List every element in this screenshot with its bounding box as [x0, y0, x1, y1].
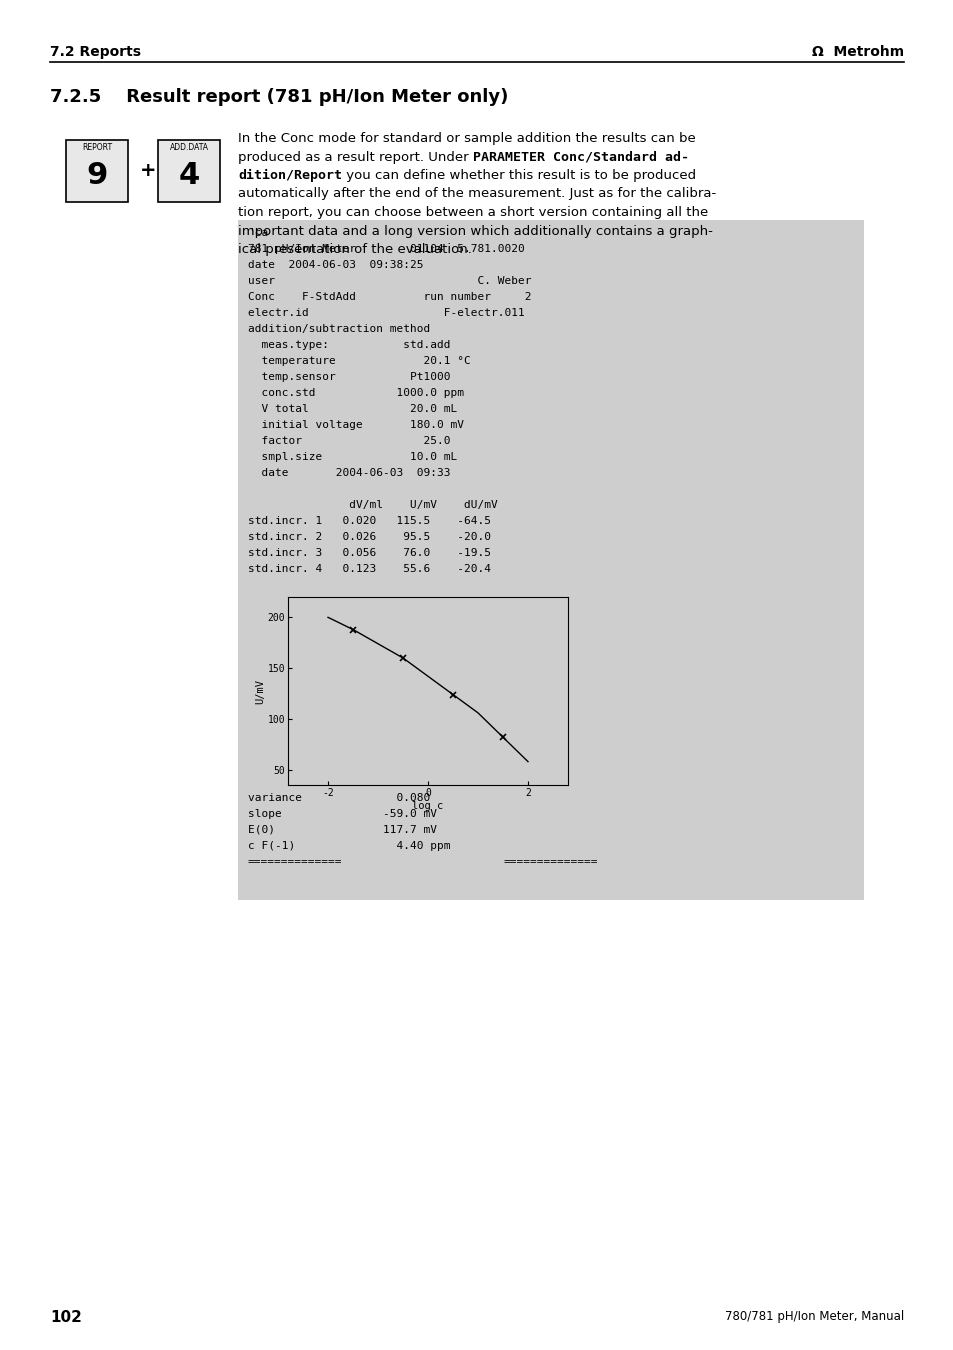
- Text: 780/781 pH/Ion Meter, Manual: 780/781 pH/Ion Meter, Manual: [724, 1310, 903, 1323]
- Text: dV/ml    U/mV    dU/mV: dV/ml U/mV dU/mV: [248, 500, 497, 510]
- Text: REPORT: REPORT: [82, 143, 112, 153]
- Text: ical presentation of the evaluation.: ical presentation of the evaluation.: [237, 243, 472, 256]
- FancyBboxPatch shape: [237, 220, 863, 900]
- Text: 7.2.5    Result report (781 pH/Ion Meter only): 7.2.5 Result report (781 pH/Ion Meter on…: [50, 88, 508, 107]
- Text: Ω  Metrohm: Ω Metrohm: [811, 45, 903, 59]
- Text: ==============: ==============: [503, 857, 598, 867]
- X-axis label: log c: log c: [412, 801, 443, 810]
- Text: temperature             20.1 °C: temperature 20.1 °C: [248, 356, 470, 366]
- Text: automatically after the end of the measurement. Just as for the calibra-: automatically after the end of the measu…: [237, 188, 716, 201]
- Y-axis label: U/mV: U/mV: [254, 679, 265, 703]
- Text: In the Conc mode for standard or sample addition the results can be: In the Conc mode for standard or sample …: [237, 132, 695, 144]
- Text: ADD.DATA: ADD.DATA: [170, 143, 209, 153]
- Text: PARAMETER Conc/Standard ad-: PARAMETER Conc/Standard ad-: [473, 150, 688, 163]
- Text: 4: 4: [178, 161, 199, 189]
- Text: std.incr. 2   0.026    95.5    -20.0: std.incr. 2 0.026 95.5 -20.0: [248, 532, 491, 541]
- Text: std.incr. 4   0.123    55.6    -20.4: std.incr. 4 0.123 55.6 -20.4: [248, 564, 491, 574]
- Text: 7.2 Reports: 7.2 Reports: [50, 45, 141, 59]
- Text: date       2004-06-03  09:33: date 2004-06-03 09:33: [248, 468, 450, 478]
- Text: conc.std            1000.0 ppm: conc.std 1000.0 ppm: [248, 387, 463, 398]
- Text: std.incr. 1   0.020   115.5    -64.5: std.incr. 1 0.020 115.5 -64.5: [248, 516, 491, 526]
- Text: addition/subtraction method: addition/subtraction method: [248, 324, 430, 333]
- Text: ==============: ==============: [248, 857, 342, 867]
- Text: important data and a long version which additionally contains a graph-: important data and a long version which …: [237, 224, 712, 238]
- Text: date  2004-06-03  09:38:25: date 2004-06-03 09:38:25: [248, 261, 423, 270]
- Text: tion report, you can choose between a short version containing all the: tion report, you can choose between a sh…: [237, 207, 707, 219]
- Text: initial voltage       180.0 mV: initial voltage 180.0 mV: [248, 420, 463, 431]
- Text: 781 pH/Ion Meter        01104  5.781.0020: 781 pH/Ion Meter 01104 5.781.0020: [248, 244, 524, 254]
- Text: produced as a result report. Under: produced as a result report. Under: [237, 150, 473, 163]
- Text: meas.type:           std.add: meas.type: std.add: [248, 340, 450, 350]
- Text: variance              0.080: variance 0.080: [248, 792, 430, 803]
- Text: E(0)                117.7 mV: E(0) 117.7 mV: [248, 825, 436, 836]
- Text: 102: 102: [50, 1310, 82, 1324]
- Text: user                              C. Weber: user C. Weber: [248, 275, 531, 286]
- Text: 9: 9: [86, 161, 108, 189]
- Text: you can define whether this result is to be produced: you can define whether this result is to…: [341, 169, 696, 182]
- Text: temp.sensor           Pt1000: temp.sensor Pt1000: [248, 373, 450, 382]
- FancyBboxPatch shape: [66, 140, 128, 202]
- FancyBboxPatch shape: [158, 140, 220, 202]
- Text: std.incr. 3   0.056    76.0    -19.5: std.incr. 3 0.056 76.0 -19.5: [248, 548, 491, 558]
- Text: dition/Report: dition/Report: [237, 169, 341, 182]
- Text: 'ca: 'ca: [248, 228, 268, 238]
- Text: electr.id                    F-electr.011: electr.id F-electr.011: [248, 308, 524, 319]
- Text: factor                  25.0: factor 25.0: [248, 436, 450, 446]
- Text: V total               20.0 mL: V total 20.0 mL: [248, 404, 456, 414]
- Text: +: +: [139, 162, 156, 181]
- Text: Conc    F-StdAdd          run number     2: Conc F-StdAdd run number 2: [248, 292, 531, 302]
- Text: slope               -59.0 mV: slope -59.0 mV: [248, 809, 436, 819]
- Text: c F(-1)               4.40 ppm: c F(-1) 4.40 ppm: [248, 841, 450, 850]
- Text: smpl.size             10.0 mL: smpl.size 10.0 mL: [248, 452, 456, 462]
